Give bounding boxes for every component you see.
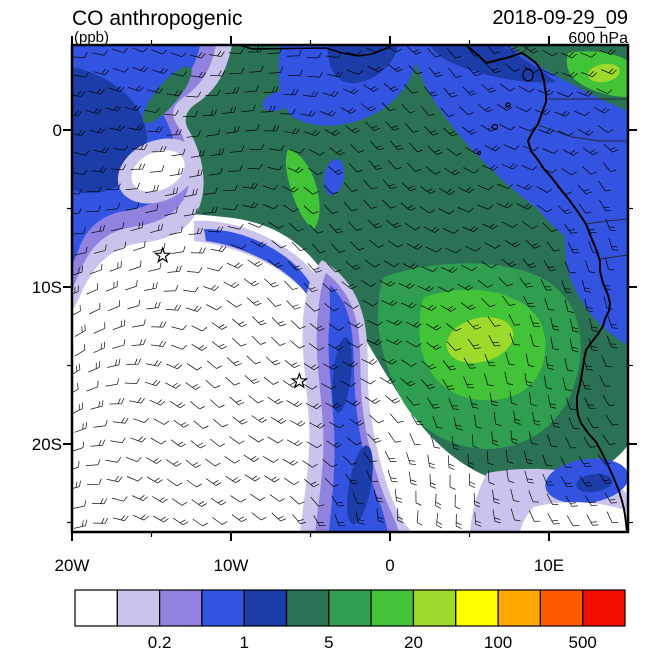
colorbar-cell <box>116 589 161 627</box>
colorbar-cell <box>412 589 457 627</box>
contour-region <box>204 229 321 308</box>
colorbar-cell <box>370 589 415 627</box>
plot-title: CO anthropogenic <box>72 7 242 30</box>
axis-ticks <box>63 36 637 541</box>
star-marker <box>153 246 172 264</box>
y-tick-label: 0 <box>53 121 62 140</box>
plot-frame <box>70 43 630 534</box>
contour-region <box>285 149 320 229</box>
contour-region <box>520 502 628 532</box>
contour-region <box>347 445 373 525</box>
y-axis-labels: 0 10S 20S <box>32 121 62 454</box>
x-tick-label: 0 <box>385 556 394 575</box>
units-label: (ppb) <box>74 29 109 46</box>
y-tick-label: 20S <box>32 435 62 454</box>
colorbar-cell <box>285 589 330 627</box>
colorbar: 0.2 1 5 20 100 500 <box>74 589 626 652</box>
contour-region <box>332 337 352 413</box>
x-tick-label: 20W <box>55 556 90 575</box>
colorbar-cell <box>497 589 541 627</box>
y-tick-label: 10S <box>32 278 62 297</box>
contour-region <box>588 63 620 83</box>
colorbar-cell <box>455 589 499 627</box>
x-tick-label: 10W <box>214 556 249 575</box>
colorbar-tick-label: 500 <box>569 633 597 652</box>
colorbar-tick-label: 0.2 <box>148 633 172 652</box>
colorbar-cell <box>582 589 626 627</box>
contour-region <box>576 473 612 493</box>
contour-region <box>564 195 628 345</box>
contour-region <box>446 316 514 364</box>
colorbar-tick-label: 1 <box>239 633 248 652</box>
colorbar-cell <box>539 589 584 627</box>
colorbar-cell <box>74 589 118 627</box>
geography-layer <box>238 45 628 532</box>
star-markers-layer <box>153 246 309 389</box>
contour-region <box>430 45 556 83</box>
x-axis-labels: 20W 10W 0 10E <box>55 556 565 575</box>
country-borders <box>521 45 628 260</box>
datetime-label: 2018-09-29_09 <box>492 7 628 29</box>
wind-barbs <box>72 45 619 530</box>
coastline-africa <box>465 45 628 532</box>
map-area <box>70 43 630 534</box>
colorbar-cell <box>328 589 372 627</box>
contour-region <box>323 159 345 195</box>
colorbar-cell <box>243 589 288 627</box>
wind-barbs-layer <box>72 45 619 530</box>
contour-region <box>142 66 192 124</box>
contour-field <box>72 45 628 532</box>
coastline-gulf-of-guinea <box>238 45 391 57</box>
colorbar-cell <box>201 589 245 627</box>
colorbar-tick-label: 20 <box>404 633 423 652</box>
colorbar-tick-label: 5 <box>324 633 333 652</box>
contour-region <box>131 150 185 192</box>
contour-region <box>327 45 398 84</box>
colorbar-tick-label: 100 <box>484 633 512 652</box>
pressure-level-label: 600 hPa <box>568 30 628 47</box>
colorbar-cell <box>159 589 203 627</box>
star-marker <box>290 371 309 389</box>
contour-region <box>262 90 294 112</box>
island-outline <box>505 102 511 108</box>
x-tick-label: 10E <box>534 556 564 575</box>
